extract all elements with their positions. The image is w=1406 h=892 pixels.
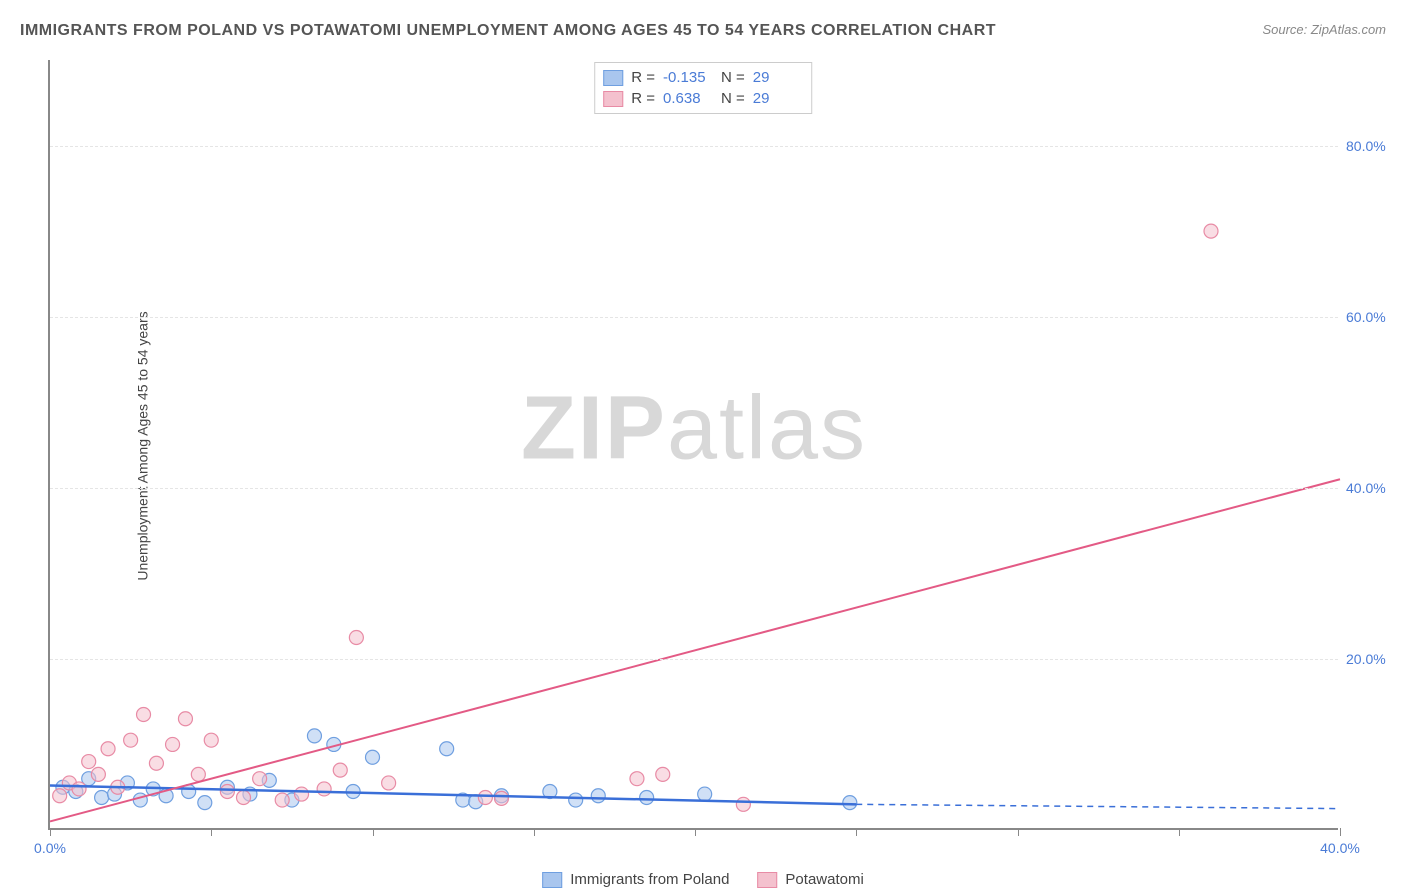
data-point [237,790,251,804]
data-point [307,729,321,743]
legend-item-2: Potawatomi [757,871,863,888]
swatch-series-2 [603,91,623,107]
r-value-1: -0.135 [663,69,713,86]
data-point [495,791,509,805]
n-value-2: 29 [753,90,803,107]
data-point [1204,224,1218,238]
trend-line [856,804,1340,808]
data-point [72,782,86,796]
r-label: R = [631,90,655,107]
n-label: N = [721,69,745,86]
trend-line [50,479,1340,821]
n-label: N = [721,90,745,107]
data-point [82,755,96,769]
r-label: R = [631,69,655,86]
ytick-label: 40.0% [1346,480,1396,496]
data-point [124,733,138,747]
data-point [198,796,212,810]
xtick [856,828,857,836]
data-point [591,789,605,803]
bottom-legend: Immigrants from Poland Potawatomi [542,871,864,888]
data-point [349,631,363,645]
xtick [1340,828,1341,836]
data-point [698,787,712,801]
xtick [534,828,535,836]
gridline [50,146,1338,147]
data-point [275,793,289,807]
n-value-1: 29 [753,69,803,86]
data-point [91,767,105,781]
swatch-series-1 [542,872,562,888]
plot-area: ZIPatlas 20.0%40.0%60.0%80.0%0.0%40.0% [48,60,1338,830]
xtick-label: 40.0% [1320,840,1360,856]
data-point [569,793,583,807]
data-point [656,767,670,781]
data-point [101,742,115,756]
legend-label-2: Potawatomi [785,871,863,888]
xtick [211,828,212,836]
chart-title: IMMIGRANTS FROM POLAND VS POTAWATOMI UNE… [20,22,996,40]
gridline [50,488,1338,489]
r-value-2: 0.638 [663,90,713,107]
swatch-series-1 [603,70,623,86]
data-point [382,776,396,790]
source-attribution: Source: ZipAtlas.com [1262,22,1386,37]
data-point [137,708,151,722]
gridline [50,317,1338,318]
data-point [736,797,750,811]
data-point [843,796,857,810]
stats-legend: R = -0.135 N = 29 R = 0.638 N = 29 [594,62,812,114]
data-point [95,790,109,804]
gridline [50,659,1338,660]
xtick [373,828,374,836]
ytick-label: 80.0% [1346,138,1396,154]
data-point [640,790,654,804]
ytick-label: 60.0% [1346,309,1396,325]
xtick-label: 0.0% [34,840,66,856]
data-point [333,763,347,777]
data-point [220,785,234,799]
data-point [630,772,644,786]
data-point [204,733,218,747]
data-point [366,750,380,764]
data-point [149,756,163,770]
xtick [50,828,51,836]
data-point [440,742,454,756]
data-point [53,789,67,803]
xtick [1179,828,1180,836]
scatter-svg [50,60,1338,828]
xtick [1018,828,1019,836]
data-point [295,787,309,801]
stats-row-series-1: R = -0.135 N = 29 [603,67,803,88]
data-point [478,790,492,804]
swatch-series-2 [757,872,777,888]
legend-item-1: Immigrants from Poland [542,871,729,888]
data-point [317,782,331,796]
legend-label-1: Immigrants from Poland [570,871,729,888]
data-point [191,767,205,781]
ytick-label: 20.0% [1346,651,1396,667]
xtick [695,828,696,836]
data-point [178,712,192,726]
stats-row-series-2: R = 0.638 N = 29 [603,88,803,109]
data-point [253,772,267,786]
data-point [166,737,180,751]
